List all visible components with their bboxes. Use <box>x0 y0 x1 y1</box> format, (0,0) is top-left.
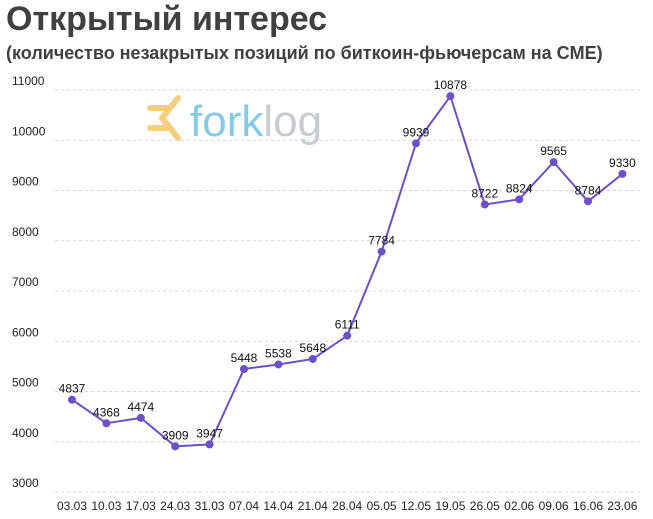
grid <box>55 89 640 493</box>
data-label: 4474 <box>127 400 154 414</box>
x-tick-label: 16.06 <box>573 499 603 513</box>
x-tick-label: 17.03 <box>126 499 156 513</box>
data-point <box>240 364 248 373</box>
data-label: 8722 <box>471 186 498 200</box>
data-point <box>274 360 283 369</box>
series-points <box>68 92 627 451</box>
data-label: 3947 <box>196 426 223 440</box>
x-tick-label: 10.03 <box>91 499 121 513</box>
data-label: 5648 <box>299 341 326 355</box>
x-tick-label: 02.06 <box>504 499 534 513</box>
y-axis-ticks: 3000 4000 5000 6000 7000 8000 9000 10000 11000 <box>12 74 46 490</box>
forklog-logo-text: forklog <box>190 97 322 146</box>
data-point <box>618 169 627 178</box>
data-label: 8824 <box>506 181 533 195</box>
data-point <box>377 247 386 256</box>
data-point <box>584 197 592 206</box>
x-tick-label: 23.06 <box>607 499 637 513</box>
x-tick-label: 28.04 <box>332 499 362 513</box>
data-point <box>480 200 489 209</box>
forklog-logo: forklog <box>147 95 322 146</box>
data-point <box>308 354 317 363</box>
x-tick-label: 07.04 <box>229 499 259 513</box>
data-point <box>171 442 180 451</box>
data-point <box>68 395 76 404</box>
x-axis-ticks: 03.03 10.03 17.03 24.03 31.03 07.04 14.04 21.04… <box>57 499 638 513</box>
data-label: 9330 <box>609 156 636 170</box>
chart-title: Открытый интерес <box>6 0 328 38</box>
data-labels: 4837 4368 4474 3909 3947 5448 5538 5648 6111 7784… <box>59 78 636 442</box>
y-tick-label: 9000 <box>12 175 39 189</box>
data-label: 5538 <box>265 346 292 360</box>
y-tick-label: 6000 <box>12 325 39 339</box>
data-label: 3909 <box>162 428 189 442</box>
data-point <box>412 139 420 148</box>
data-label: 5448 <box>231 351 258 365</box>
data-point <box>515 195 524 204</box>
x-tick-label: 31.03 <box>195 499 225 513</box>
logo-text-log: log <box>263 97 322 146</box>
data-label: 8784 <box>575 183 602 197</box>
data-label: 10878 <box>434 78 468 92</box>
y-tick-label: 11000 <box>12 74 45 88</box>
data-label: 4837 <box>59 382 86 396</box>
data-point <box>205 440 214 449</box>
data-point <box>136 413 145 422</box>
x-tick-label: 12.05 <box>401 499 431 513</box>
data-label: 9939 <box>403 125 430 139</box>
y-tick-label: 5000 <box>12 376 39 390</box>
data-point <box>446 92 455 101</box>
data-label: 4368 <box>93 405 120 419</box>
x-tick-label: 24.03 <box>160 499 190 513</box>
y-tick-label: 10000 <box>12 124 46 138</box>
forklog-logo-icon <box>147 95 181 141</box>
y-tick-label: 8000 <box>12 225 39 239</box>
data-label: 9565 <box>540 144 567 158</box>
x-tick-label: 05.05 <box>367 499 397 513</box>
x-tick-label: 14.04 <box>263 499 293 513</box>
x-tick-label: 26.05 <box>470 499 500 513</box>
y-tick-label: 4000 <box>12 426 39 440</box>
data-point <box>343 331 352 340</box>
x-tick-label: 03.03 <box>57 499 87 513</box>
y-tick-label: 7000 <box>12 275 39 289</box>
data-point <box>102 419 111 428</box>
y-tick-label: 3000 <box>12 476 39 490</box>
logo-text-fork: fork <box>190 97 264 146</box>
data-label: 7784 <box>368 234 395 248</box>
x-tick-label: 21.04 <box>298 499 328 513</box>
x-tick-label: 09.06 <box>539 499 569 513</box>
x-tick-label: 19.05 <box>435 499 465 513</box>
data-point <box>549 158 558 167</box>
chart-subtitle: (количество незакрытых позиций по биткои… <box>6 43 603 63</box>
data-label: 6111 <box>335 318 360 332</box>
